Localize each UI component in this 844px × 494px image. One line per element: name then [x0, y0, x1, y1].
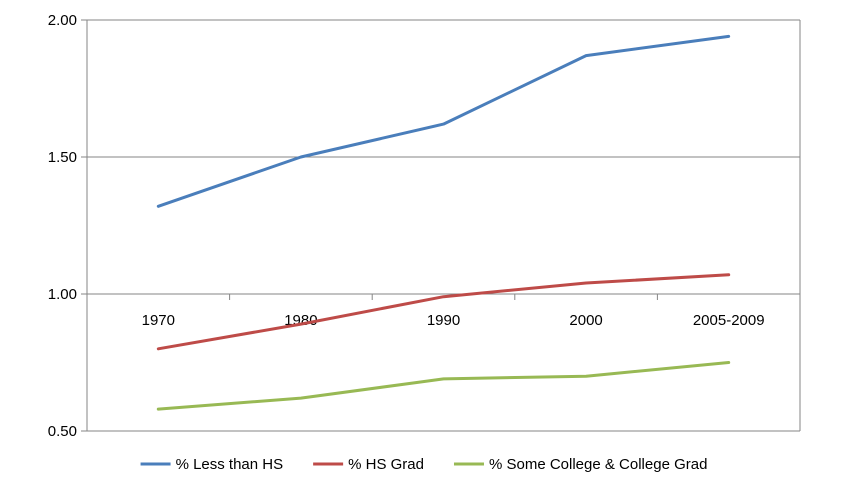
legend: % Less than HS % HS Grad % Some College & … — [140, 456, 707, 473]
x-tick-label: 1990 — [427, 312, 460, 329]
x-axis-tick-labels: 1970 1980 1990 2000 2005-2009 — [142, 312, 765, 329]
series-line-1 — [156, 34, 731, 208]
axes — [81, 19, 801, 432]
series-line-3 — [156, 361, 731, 411]
gridlines — [87, 19, 800, 432]
legend-item: % Some College & College Grad — [453, 456, 707, 473]
legend-label: % Some College & College Grad — [489, 456, 707, 473]
y-tick-label: 0.50 — [48, 423, 77, 440]
y-tick-label: 2.00 — [48, 12, 77, 29]
x-tick-label: 2000 — [569, 312, 602, 329]
legend-item: % HS Grad — [313, 456, 424, 473]
legend-item: % Less than HS — [140, 456, 284, 473]
legend-label: % Less than HS — [176, 456, 284, 473]
y-tick-label: 1.50 — [48, 149, 77, 166]
legend-label: % HS Grad — [348, 456, 424, 473]
y-axis-tick-labels: 0.50 1.00 1.50 2.00 — [48, 12, 77, 440]
series-lines — [156, 34, 731, 411]
x-tick-label: 2005-2009 — [693, 312, 765, 329]
series-line-2 — [156, 273, 731, 351]
x-tick-label: 1970 — [142, 312, 175, 329]
y-tick-label: 1.00 — [48, 286, 77, 303]
